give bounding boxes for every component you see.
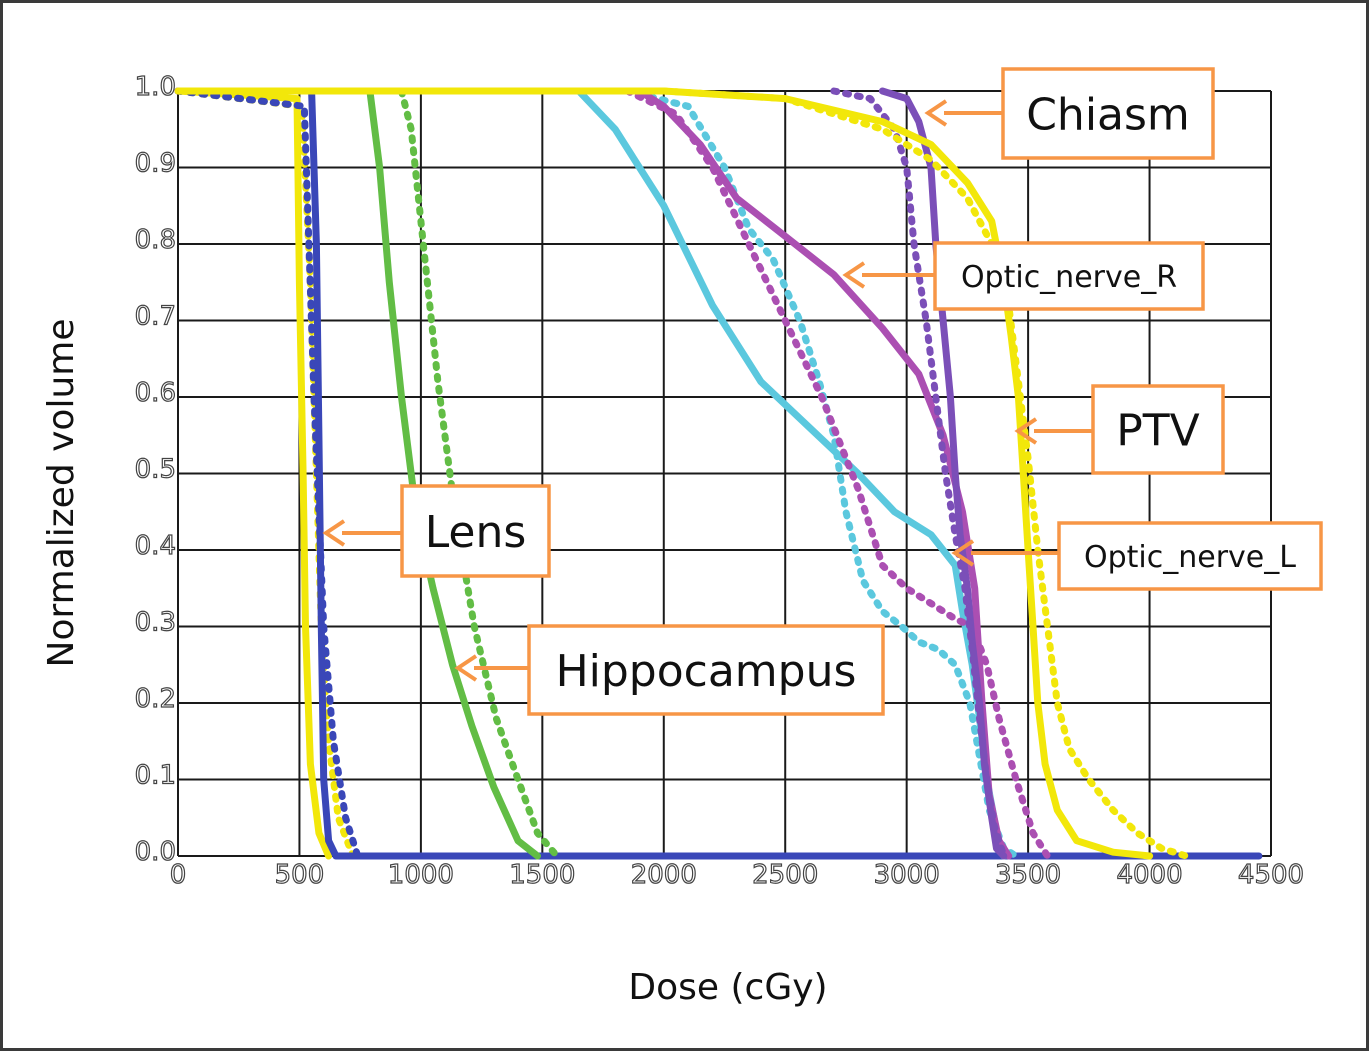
tick-label-layer: 0 500 1000 1500 2000 2500 3000 3500 4000 4500 0.0 0… — [134, 71, 1305, 890]
y-tick-label: 0.5 — [135, 455, 176, 485]
callout-box — [933, 241, 1205, 311]
arrow-head-icon — [924, 99, 948, 127]
series-line-9-dotted — [623, 87, 1051, 860]
series-line-1-solid — [174, 87, 333, 860]
callout-label: Lens — [425, 507, 527, 558]
x-axis-title: Dose (cGy) — [628, 967, 827, 1008]
series-line-4-solid — [366, 87, 541, 860]
callout-label: PTV — [1116, 405, 1200, 456]
x-tick-label: 3000 — [874, 860, 940, 890]
callout-label: Chiasm — [1026, 89, 1190, 140]
y-tick-label: 1.0 — [135, 72, 176, 102]
x-tick-label: 1500 — [509, 860, 575, 890]
callout-box — [1001, 67, 1215, 160]
arrow-head-icon — [1014, 417, 1038, 445]
callout-4: Optic_nerve_L — [951, 521, 1323, 591]
arrow-head-icon — [842, 261, 866, 289]
callout-0: Chiasm — [924, 67, 1215, 160]
callout-layer: Chiasm Optic_nerve_R PTV Lens Optic_nerve_L H… — [322, 67, 1323, 716]
chart-svg: 0 500 1000 1500 2000 2500 3000 3500 4000 4500 0.0 0… — [41, 67, 1323, 1008]
y-tick-label: 0.4 — [135, 531, 176, 561]
arrow-head-icon — [454, 654, 478, 682]
callout-box — [400, 484, 551, 578]
callout-label: Optic_nerve_L — [1084, 540, 1296, 575]
callout-box — [527, 624, 885, 716]
x-tick-label: 2500 — [752, 860, 818, 890]
x-tick-label: 3500 — [995, 860, 1061, 890]
x-tick-label: 2000 — [631, 860, 697, 890]
arrow-head-icon — [951, 539, 975, 567]
x-tick-label: 0 — [170, 860, 187, 890]
callout-box — [1057, 521, 1323, 591]
y-tick-label: 0.1 — [135, 761, 176, 791]
y-tick-label: 0.9 — [135, 149, 176, 179]
series-line-13-dotted — [660, 87, 1190, 860]
y-tick-label: 0.0 — [135, 837, 176, 867]
x-tick-label: 500 — [275, 860, 325, 890]
x-tick-label: 4000 — [1116, 860, 1182, 890]
y-tick-label: 0.2 — [135, 684, 176, 714]
x-tick-label: 1000 — [388, 860, 454, 890]
y-tick-label: 0.3 — [135, 608, 176, 638]
series-line-3-solid — [174, 87, 1263, 860]
y-tick-label: 0.7 — [135, 302, 176, 332]
arrow-head-icon — [322, 519, 346, 547]
series-line-7-dotted — [623, 87, 1020, 860]
callout-label: Hippocampus — [556, 646, 857, 697]
callout-1: Optic_nerve_R — [842, 241, 1205, 311]
y-axis-title: Normalized volume — [41, 319, 82, 668]
callout-2: PTV — [1014, 384, 1225, 475]
callout-box — [1091, 384, 1225, 475]
x-tick-label: 4500 — [1238, 860, 1304, 890]
y-tick-label: 0.6 — [135, 378, 176, 408]
y-tick-label: 0.8 — [135, 225, 176, 255]
callout-3: Lens — [322, 484, 551, 578]
callout-label: Optic_nerve_R — [961, 260, 1177, 295]
callout-5: Hippocampus — [454, 624, 885, 716]
